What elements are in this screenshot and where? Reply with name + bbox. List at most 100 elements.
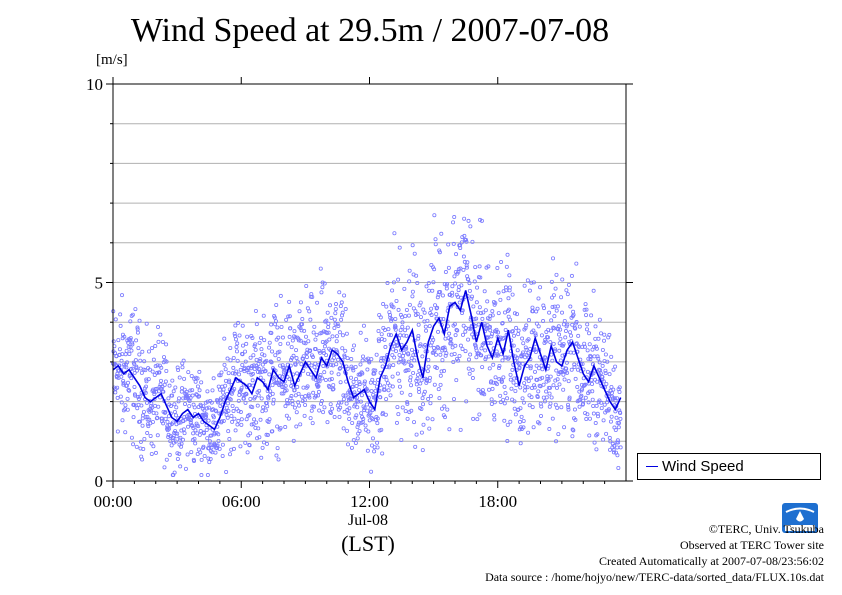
scatter-point (525, 385, 530, 390)
scatter-point (207, 443, 212, 448)
scatter-point (256, 426, 261, 431)
scatter-point (534, 363, 539, 368)
scatter-point (160, 339, 165, 344)
scatter-point (497, 363, 502, 368)
scatter-point (506, 296, 511, 301)
scatter-point (404, 346, 409, 351)
scatter-point (551, 341, 556, 346)
scatter-point (365, 367, 370, 372)
scatter-point (517, 365, 522, 370)
scatter-point (556, 432, 561, 437)
scatter-point (553, 286, 558, 291)
scatter-point (165, 419, 170, 424)
scatter-point (465, 260, 470, 265)
scatter-point (186, 370, 191, 375)
scatter-point (139, 370, 144, 375)
scatter-point (389, 318, 394, 323)
scatter-point (436, 329, 441, 334)
scatter-point (310, 294, 315, 299)
scatter-point (174, 413, 179, 418)
scatter-point (163, 416, 168, 421)
scatter-point (385, 281, 390, 286)
scatter-point (277, 349, 282, 354)
scatter-point (605, 359, 610, 364)
scatter-point (257, 435, 262, 440)
scatter-point (423, 324, 428, 329)
scatter-point (150, 346, 155, 351)
scatter-point (129, 435, 134, 440)
scatter-point (316, 384, 321, 389)
scatter-point (601, 379, 606, 384)
scatter-point (382, 384, 387, 389)
scatter-point (432, 382, 437, 387)
scatter-point (535, 306, 540, 311)
scatter-point (334, 339, 339, 344)
scatter-point (585, 412, 590, 417)
scatter-point (510, 367, 515, 372)
scatter-point (506, 307, 511, 312)
scatter-point (406, 359, 411, 364)
scatter-point (452, 351, 457, 356)
scatter-point (425, 369, 430, 374)
scatter-point (359, 411, 364, 416)
scatter-point (416, 386, 421, 391)
scatter-point (358, 399, 363, 404)
scatter-point (600, 374, 605, 379)
scatter-point (312, 404, 317, 409)
scatter-point (199, 473, 204, 478)
scatter-point (310, 354, 315, 359)
scatter-point (499, 379, 504, 384)
scatter-point (230, 371, 235, 376)
scatter-point (311, 390, 316, 395)
scatter-point (261, 405, 266, 410)
scatter-point (529, 395, 534, 400)
scatter-point (358, 330, 363, 335)
scatter-point (330, 334, 335, 339)
scatter-point (111, 339, 116, 344)
scatter-point (428, 394, 433, 399)
scatter-point (254, 357, 259, 362)
scatter-point (512, 399, 517, 404)
scatter-point (347, 416, 352, 421)
scatter-point (384, 377, 389, 382)
scatter-point (491, 362, 496, 367)
scatter-point (581, 398, 586, 403)
scatter-point (461, 323, 466, 328)
scatter-point (494, 382, 499, 387)
scatter-point (132, 370, 137, 375)
scatter-point (113, 390, 118, 395)
scatter-point (306, 360, 311, 365)
scatter-point (418, 315, 423, 320)
scatter-point (287, 299, 292, 304)
scatter-point (518, 406, 523, 411)
scatter-point (147, 367, 152, 372)
scatter-point (251, 363, 256, 368)
scatter-point (125, 407, 130, 412)
scatter-point (394, 298, 399, 303)
scatter-point (177, 396, 182, 401)
scatter-point (573, 376, 578, 381)
scatter-point (143, 368, 148, 373)
scatter-point (486, 264, 491, 269)
scatter-point (403, 409, 408, 414)
scatter-point (317, 348, 322, 353)
scatter-point (593, 344, 598, 349)
scatter-point (538, 384, 543, 389)
scatter-point (222, 362, 227, 367)
scatter-point (332, 317, 337, 322)
scatter-point (207, 439, 212, 444)
scatter-point (564, 288, 569, 293)
scatter-point (256, 393, 261, 398)
scatter-point (617, 390, 622, 395)
scatter-point (609, 385, 614, 390)
scatter-point (150, 405, 155, 410)
scatter-point (541, 303, 546, 308)
scatter-point (324, 318, 329, 323)
scatter-point (523, 345, 528, 350)
scatter-point (217, 446, 222, 451)
scatter-point (467, 281, 472, 286)
scatter-point (395, 405, 400, 410)
scatter-point (276, 356, 281, 361)
scatter-point (275, 446, 280, 451)
scatter-point (325, 420, 330, 425)
